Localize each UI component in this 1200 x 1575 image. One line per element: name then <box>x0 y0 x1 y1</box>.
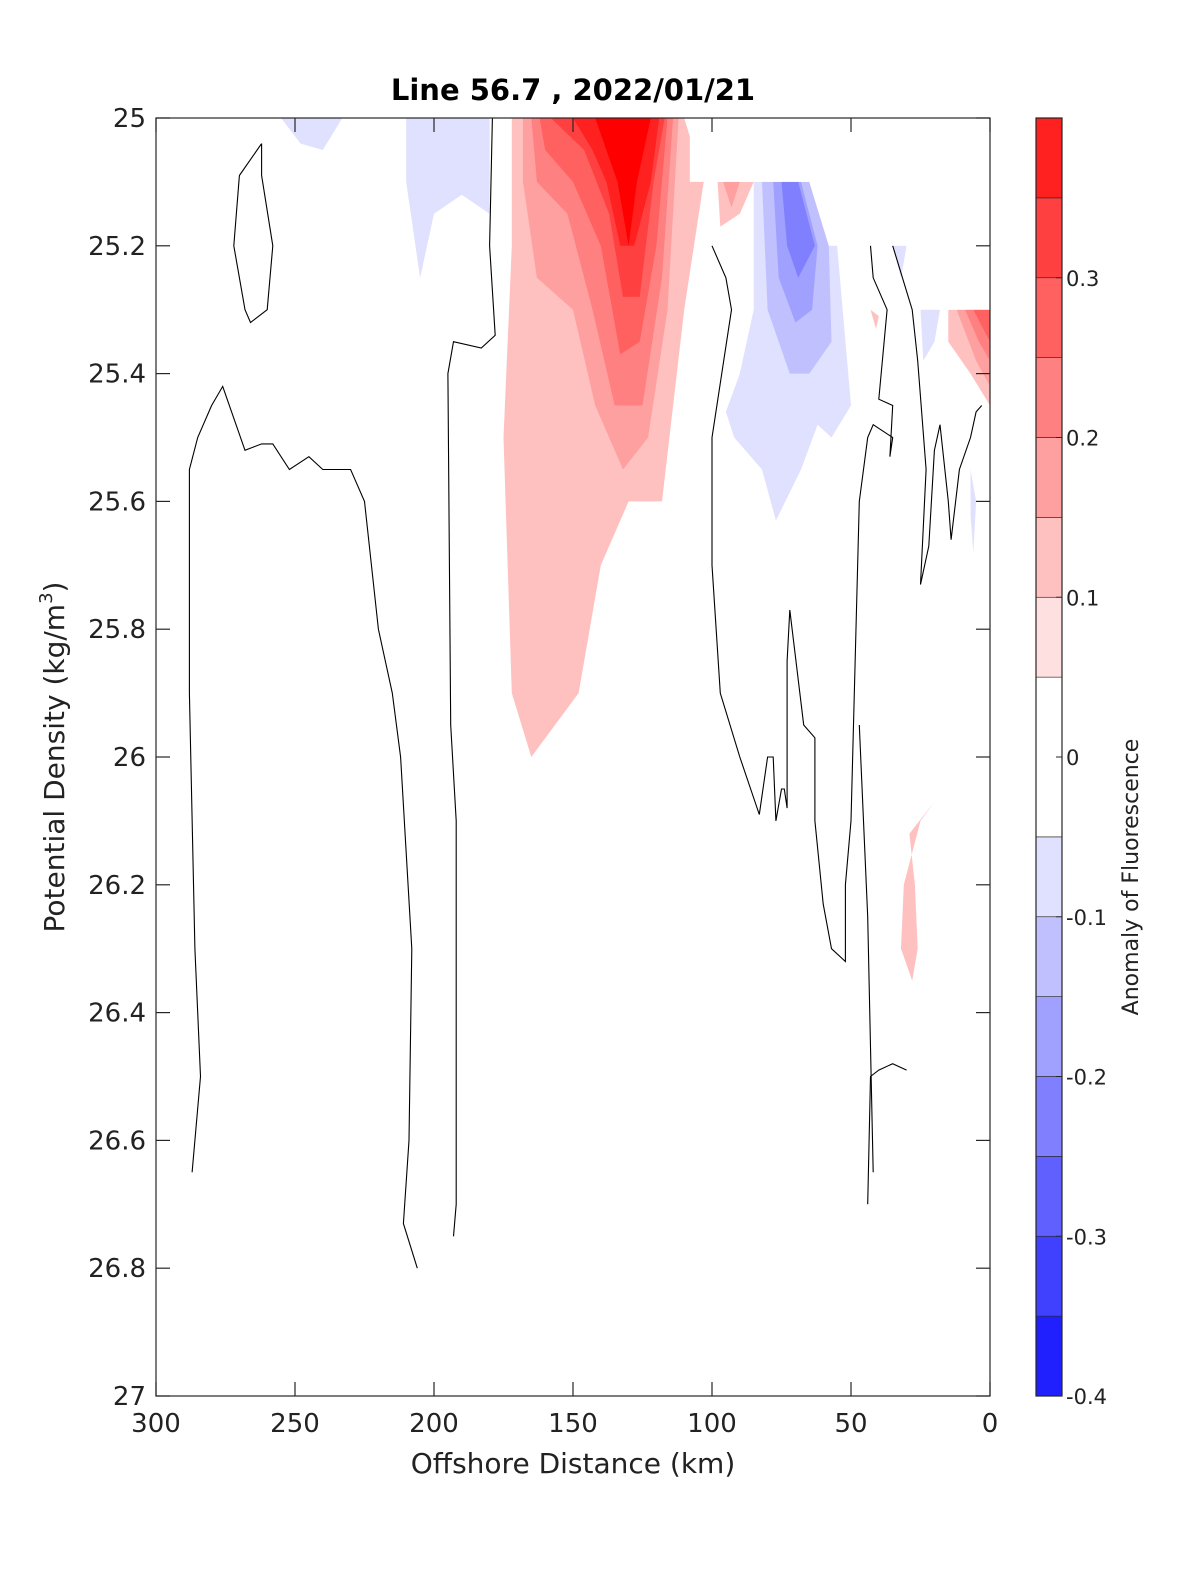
filled-region <box>281 118 343 150</box>
x-axis-label: Offshore Distance (km) <box>411 1447 736 1480</box>
colorbar-segment <box>1035 197 1063 279</box>
y-tick-label: 26.6 <box>88 1126 146 1156</box>
colorbar-segment <box>1035 596 1063 678</box>
y-tick-label: 25 <box>113 104 146 134</box>
contour-line <box>858 724 874 1173</box>
x-tick-label: 250 <box>270 1409 320 1439</box>
filled-region <box>406 118 490 278</box>
colorbar-segment <box>1035 517 1063 598</box>
filled-region <box>901 801 935 981</box>
filled-region <box>781 181 815 278</box>
plot-area <box>155 117 991 1397</box>
y-tick-label: 25.8 <box>88 615 146 645</box>
y-axis-label-end: ) <box>38 582 71 593</box>
x-tick-label: 100 <box>687 1409 737 1439</box>
y-tick-label: 26.8 <box>88 1254 146 1284</box>
colorbar-segment <box>1035 1156 1063 1237</box>
contour-line <box>892 245 983 585</box>
x-tick-label: 150 <box>548 1409 598 1439</box>
contour-line <box>233 143 274 324</box>
colorbar-segment <box>1035 1076 1063 1157</box>
colorbar-tick-label: -0.2 <box>1066 1066 1107 1090</box>
x-tick-label: 200 <box>409 1409 459 1439</box>
zero-contour-lines <box>188 117 983 1269</box>
y-tick-label: 25.2 <box>88 232 146 262</box>
x-tick-label: 0 <box>982 1409 999 1439</box>
colorbar-segments <box>1035 117 1063 1397</box>
filled-region <box>920 309 940 361</box>
y-axis-label-main: Potential Density (kg/m <box>38 604 71 933</box>
colorbar-ticks: -0.4 -0.3 -0.2 -0.1 0 0.1 0.2 0.3 <box>1056 267 1107 1409</box>
colorbar-segment <box>1035 1235 1063 1317</box>
colorbar-segment <box>1035 916 1063 997</box>
y-tick-label: 26.2 <box>88 871 146 901</box>
colorbar: -0.4 -0.3 -0.2 -0.1 0 0.1 0.2 0.3 Anomaly of Fl… <box>1035 117 1144 1409</box>
colorbar-tick-label: 0 <box>1066 746 1079 770</box>
filled-region <box>723 181 740 208</box>
filled-contours <box>281 118 990 981</box>
colorbar-segment <box>1035 996 1063 1077</box>
colorbar-tick-label: 0.3 <box>1066 267 1099 291</box>
y-axis-label-superscript: 3 <box>36 592 57 603</box>
colorbar-segment <box>1035 836 1063 918</box>
contour-line <box>867 1063 907 1205</box>
filled-region <box>595 118 651 246</box>
filled-region <box>973 309 990 342</box>
colorbar-tick-label: -0.4 <box>1066 1385 1107 1409</box>
masked-region <box>689 118 990 310</box>
colorbar-tick-label: -0.3 <box>1066 1225 1107 1249</box>
colorbar-segment <box>1035 437 1063 518</box>
colorbar-tick-label: 0.2 <box>1066 427 1099 451</box>
missing-data-masks <box>689 118 990 310</box>
axis-ticks <box>155 117 991 1397</box>
y-tick-label: 27 <box>113 1382 146 1412</box>
y-tick-label: 26 <box>113 743 146 773</box>
contour-line <box>711 245 894 963</box>
chart-title: Line 56.7 , 2022/01/21 <box>391 73 755 107</box>
contour-line <box>188 385 418 1269</box>
colorbar-segment <box>1035 1315 1063 1397</box>
colorbar-tick-label: -0.1 <box>1066 906 1107 930</box>
contour-line <box>447 117 496 1237</box>
y-tick-label: 25.4 <box>88 360 146 390</box>
filled-region <box>717 181 754 227</box>
y-tick-labels: 25 25.2 25.4 25.6 25.8 26 26.2 26.4 26.6 26.8 27 <box>88 104 146 1412</box>
filled-region <box>970 469 977 553</box>
filled-region <box>870 309 879 329</box>
filled-region <box>892 245 907 278</box>
y-tick-label: 26.4 <box>88 999 146 1029</box>
colorbar-label: Anomaly of Fluorescence <box>1119 739 1144 1016</box>
x-tick-labels: 300 250 200 150 100 50 0 <box>131 1409 998 1439</box>
colorbar-segment <box>1035 117 1063 199</box>
colorbar-tick-label: 0.1 <box>1066 586 1099 610</box>
colorbar-segment <box>1035 357 1063 438</box>
x-tick-label: 50 <box>834 1409 867 1439</box>
colorbar-segment <box>1035 277 1063 358</box>
x-tick-label: 300 <box>131 1409 181 1439</box>
y-tick-label: 25.6 <box>88 487 146 517</box>
y-axis-label: Potential Density (kg/m3) <box>36 582 71 933</box>
